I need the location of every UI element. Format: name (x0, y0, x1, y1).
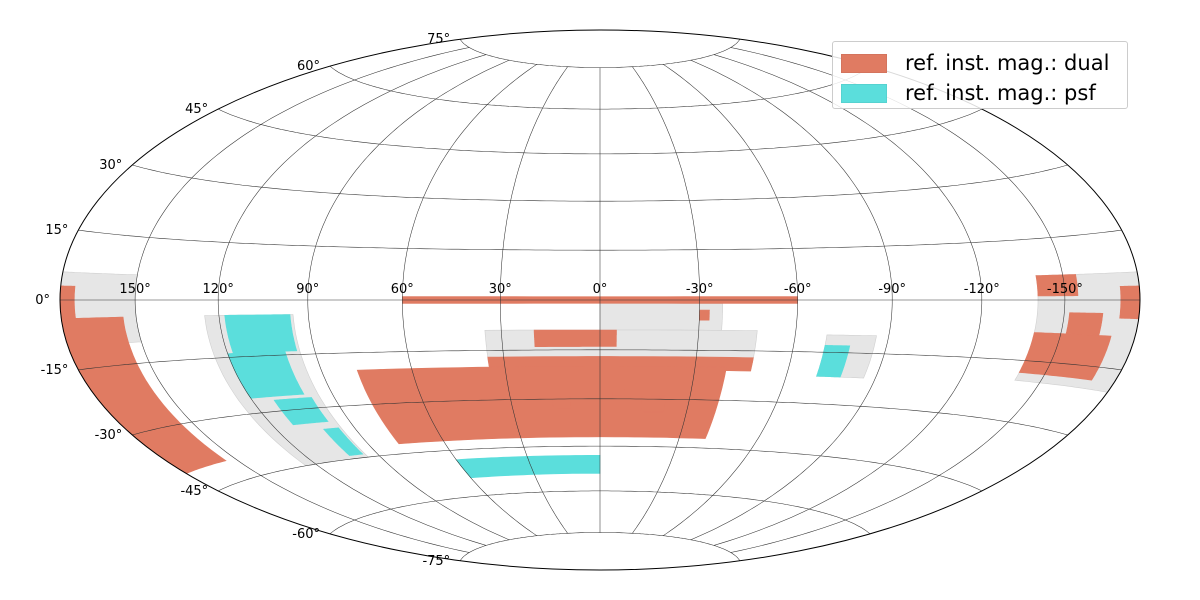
legend-label-dual: ref. inst. mag.: dual (905, 51, 1110, 75)
lon-tick-label: 30° (489, 282, 512, 297)
lat-tick-label: 45° (185, 102, 208, 117)
lon-tick-label: 0° (593, 282, 608, 297)
lon-tick-label: -120° (964, 282, 1000, 297)
region-edge-right-dual-edge (1119, 285, 1141, 320)
lat-tick-label: 0° (35, 293, 50, 308)
region-south-wide-patch-c (611, 388, 625, 396)
region-edge-left-dual-cap (59, 285, 76, 320)
region-stripe-82-notch (699, 309, 710, 321)
region-edge-left-dual (60, 316, 227, 474)
region-east-psf (816, 345, 851, 378)
meridian-line (690, 59, 893, 541)
meridian-line (402, 64, 537, 536)
meridian-line (134, 47, 470, 553)
meridian-line (632, 66, 700, 534)
lon-tick-label: -60° (784, 282, 812, 297)
graticule (60, 39, 1140, 561)
lon-tick-label: 90° (296, 282, 319, 297)
legend-swatch-dual (841, 53, 887, 73)
lat-tick-label: 30° (99, 158, 122, 173)
region-west-psf-c (273, 397, 329, 426)
legend: ref. inst. mag.: dual ref. inst. mag.: p… (832, 41, 1128, 109)
legend-item-dual: ref. inst. mag.: dual (841, 49, 1119, 77)
region-west-psf-a (224, 314, 298, 354)
lat-tick-label: -30° (95, 428, 123, 443)
lat-tick-label: -60° (292, 527, 320, 542)
meridian-line (307, 59, 510, 541)
lat-tick-label: 75° (427, 32, 450, 47)
region-south-central-dual-blocks (533, 329, 617, 347)
lat-tick-label: -45° (180, 484, 208, 499)
region-edge-right-dual-mid (1065, 312, 1104, 336)
lat-tick-label: -15° (41, 363, 69, 378)
lon-tick-label: -30° (686, 282, 714, 297)
lat-tick-label: 15° (45, 223, 68, 238)
meridian-line (500, 66, 568, 534)
legend-label-psf: ref. inst. mag.: psf (905, 81, 1096, 105)
map-frame (59, 29, 1141, 571)
legend-item-psf: ref. inst. mag.: psf (841, 79, 1119, 107)
region-south-wide-dual (356, 366, 727, 445)
lat-tick-label: 60° (297, 59, 320, 74)
meridian-line (217, 54, 487, 546)
meridian-line (713, 54, 983, 546)
lon-tick-label: 150° (119, 282, 150, 297)
lon-tick-label: 120° (203, 282, 234, 297)
lon-tick-label: -90° (878, 282, 906, 297)
legend-swatch-psf (841, 83, 887, 103)
region-south-wide-patch-b (640, 395, 667, 413)
axis-labels: 75° 60° 45° 30° 15° 0° -15° -30° -45° -60° -75° 150… (35, 32, 1083, 569)
lon-tick-label: -150° (1047, 282, 1083, 297)
lon-tick-label: 60° (391, 282, 414, 297)
region-south-wide-patch-a (551, 395, 572, 409)
region-edge-right-dual-top (1035, 274, 1079, 297)
meridian-line (663, 64, 798, 536)
region-west-psf-d (323, 427, 364, 456)
lat-tick-label: -75° (422, 554, 450, 569)
